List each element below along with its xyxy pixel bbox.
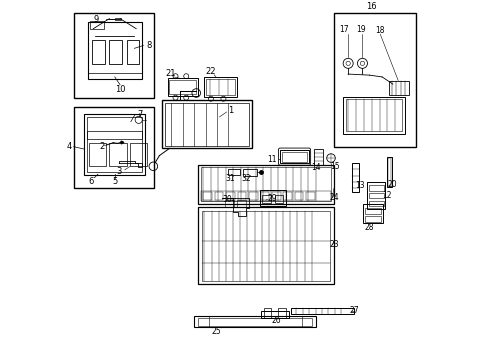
Text: 23: 23 — [328, 240, 338, 249]
Text: 17: 17 — [338, 25, 348, 34]
Bar — [243, 169, 257, 176]
Bar — [368, 193, 383, 198]
Bar — [386, 157, 392, 187]
Bar — [87, 117, 142, 172]
Bar — [92, 40, 105, 64]
Text: 2: 2 — [99, 142, 104, 151]
Bar — [342, 96, 405, 134]
Text: 29: 29 — [267, 194, 277, 203]
Bar — [262, 194, 271, 203]
Bar — [274, 194, 283, 203]
Text: 20: 20 — [386, 180, 396, 189]
Text: 8: 8 — [146, 41, 151, 50]
Bar — [87, 131, 142, 139]
Bar — [130, 143, 147, 166]
Bar — [278, 308, 285, 318]
Bar — [201, 211, 329, 281]
Text: 9: 9 — [93, 14, 98, 23]
Bar — [126, 40, 139, 64]
Bar — [260, 311, 288, 318]
Text: 21: 21 — [164, 69, 175, 78]
Bar — [225, 199, 234, 207]
Bar — [282, 152, 306, 162]
Bar — [201, 167, 330, 201]
Text: 28: 28 — [364, 222, 374, 231]
Bar — [294, 192, 303, 200]
Bar — [228, 169, 239, 175]
Bar — [314, 149, 323, 165]
Bar — [387, 158, 390, 186]
Bar — [89, 21, 104, 29]
Text: 32: 32 — [241, 174, 250, 183]
Bar — [162, 100, 251, 148]
Bar — [88, 22, 141, 79]
Bar — [74, 107, 154, 188]
Text: 10: 10 — [115, 85, 125, 94]
Text: 25: 25 — [211, 327, 220, 336]
Bar — [264, 308, 271, 318]
Bar — [194, 316, 315, 327]
Text: 13: 13 — [354, 181, 364, 190]
Bar — [74, 13, 154, 98]
Bar — [280, 150, 308, 163]
Text: 6: 6 — [89, 177, 94, 186]
Bar — [198, 318, 312, 326]
Bar — [368, 201, 383, 206]
Bar — [203, 192, 211, 200]
Text: 15: 15 — [329, 162, 339, 171]
Bar — [364, 208, 380, 214]
Bar — [249, 192, 257, 200]
Text: 19: 19 — [356, 25, 366, 34]
Bar — [206, 79, 234, 95]
Bar — [204, 77, 236, 96]
Bar — [271, 192, 280, 200]
Bar — [259, 189, 286, 206]
Text: 16: 16 — [366, 2, 376, 11]
Text: 7: 7 — [137, 110, 142, 119]
Bar — [237, 192, 246, 200]
Bar — [109, 143, 126, 166]
Text: 12: 12 — [381, 191, 391, 200]
Text: 18: 18 — [375, 26, 384, 35]
Bar — [363, 204, 382, 224]
Text: 30: 30 — [222, 195, 232, 204]
Bar — [388, 81, 408, 95]
Bar — [351, 163, 358, 192]
Bar — [109, 40, 122, 64]
Bar — [290, 308, 353, 314]
Bar — [169, 80, 196, 94]
Bar — [236, 199, 245, 207]
Bar — [214, 192, 223, 200]
Text: 11: 11 — [267, 156, 277, 165]
Bar — [167, 78, 198, 95]
Bar — [84, 114, 145, 175]
Bar — [115, 18, 121, 21]
Bar — [283, 192, 291, 200]
Text: 1: 1 — [228, 106, 233, 115]
Bar — [364, 216, 380, 222]
Bar — [366, 183, 385, 209]
Text: 27: 27 — [349, 306, 359, 315]
Bar — [346, 99, 401, 131]
Text: 22: 22 — [205, 67, 215, 76]
Text: 4: 4 — [66, 142, 72, 151]
Text: 3: 3 — [116, 167, 121, 176]
Text: 24: 24 — [328, 193, 338, 202]
Bar — [260, 192, 268, 200]
Bar — [88, 143, 105, 166]
Bar — [198, 165, 333, 204]
Bar — [368, 185, 383, 190]
Text: 31: 31 — [225, 174, 235, 183]
Bar — [333, 13, 415, 147]
Text: 5: 5 — [112, 177, 117, 186]
Bar — [198, 207, 333, 284]
Text: 26: 26 — [270, 316, 280, 325]
Bar — [305, 192, 314, 200]
Text: 14: 14 — [310, 162, 320, 171]
Bar — [226, 192, 234, 200]
Bar — [201, 191, 330, 201]
Bar — [165, 103, 248, 145]
